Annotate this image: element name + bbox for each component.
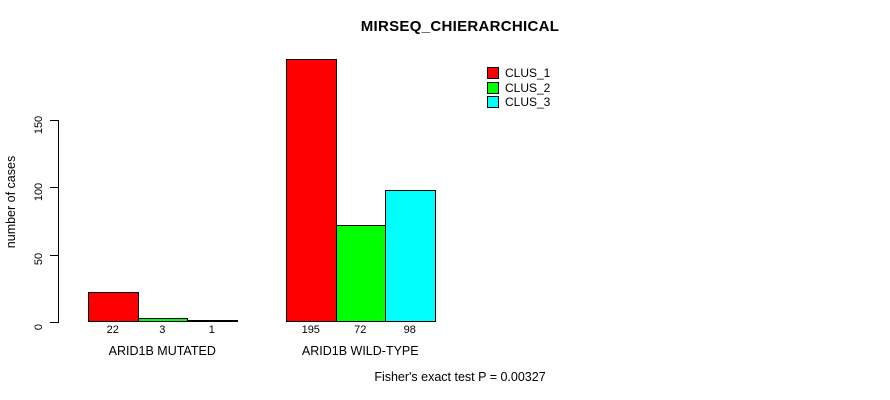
y-tick [50,322,59,323]
y-tick [50,120,59,121]
bar-value-label: 1 [208,324,215,336]
chart-title: MIRSEQ_CHIERARCHICAL [360,18,560,35]
y-tick-label-text: 0 [33,323,45,330]
y-tick [50,254,59,256]
group-label: ARID1B WILD-TYPE [301,344,419,358]
bar-value-label: 3 [159,324,166,336]
bar-clus_2-2 [335,225,386,322]
bar-clus_2-1 [137,317,188,322]
legend-label: CLUS_3 [505,95,551,110]
y-tick-label-text: 50 [33,253,45,266]
legend-swatch-icon [487,67,499,80]
group-label: ARID1B MUTATED [108,344,216,358]
y-tick [50,187,59,189]
bar-clus_1-2 [286,59,337,322]
y-axis-line [58,120,59,323]
annotation-text: Fisher's exact test P = 0.00327 [374,370,546,384]
bar-value-label: 72 [354,324,367,336]
legend-swatch-icon [487,81,499,94]
y-tick-label-text: 150 [33,115,45,134]
bar-value-label: 98 [403,324,416,336]
legend-label: CLUS_1 [505,66,551,81]
bar-value-label: 195 [301,324,320,336]
legend-label: CLUS_2 [505,80,551,95]
bar-clus_1-1 [88,292,139,322]
bar-value-label: 22 [106,324,119,336]
y-tick-label-text: 100 [33,182,45,202]
legend-item-clus_1: CLUS_1 [487,66,550,81]
bar-clus_3-2 [385,190,436,322]
bar-clus_3-1 [187,320,238,322]
legend-item-clus_3: CLUS_3 [487,95,550,110]
y-axis-title-text: number of cases [4,155,18,249]
legend: CLUS_1 CLUS_2 CLUS_3 [487,66,550,110]
legend-item-clus_2: CLUS_2 [487,81,550,96]
legend-swatch-icon [487,96,499,109]
